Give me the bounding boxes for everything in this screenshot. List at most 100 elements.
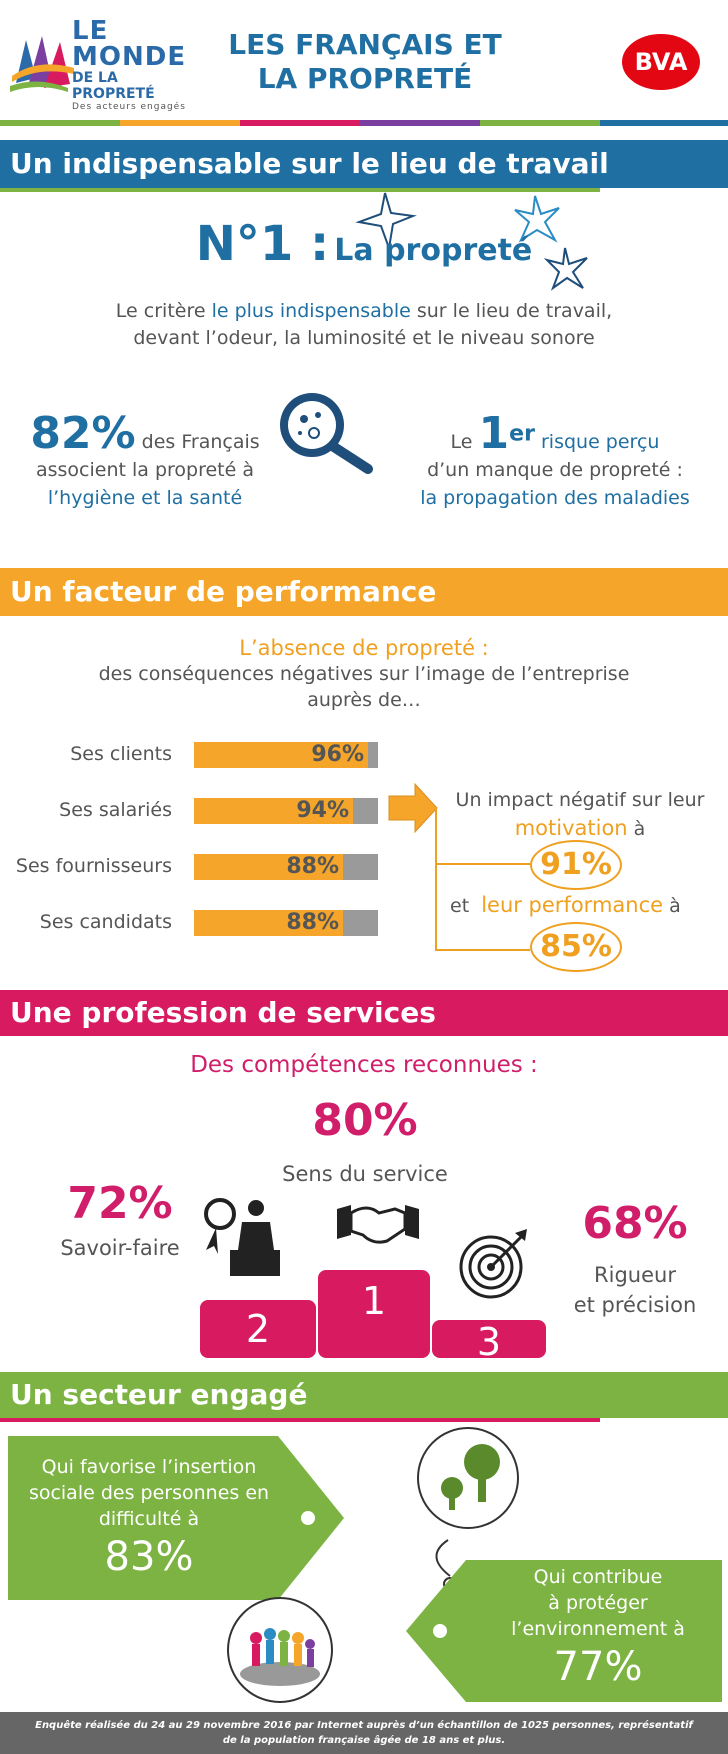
stripe-blue [600,120,728,126]
first-label: Sens du service [282,1162,448,1186]
bar-value-label: 94% [296,798,349,823]
impact-motivation: motivation [514,816,628,840]
bar-value-label: 88% [286,910,339,935]
stat-right: Le 1er risque perçu d’un manque de propr… [400,412,710,512]
speaker-podium-icon [204,1198,280,1276]
stripe-green-2 [480,120,600,126]
criterion-line2: devant l’odeur, la luminosité et le nive… [133,327,595,349]
no1-title: N°1 : La propreté [150,216,578,276]
trees-icon [417,1427,519,1529]
impact-a: à [627,818,646,840]
handshake-icon [337,1205,419,1244]
impact-a2: à [663,895,681,917]
criterion-highlight: le plus indispensable [211,300,411,322]
footer-line1: Enquête réalisée du 24 au 29 novembre 20… [35,1720,693,1731]
stat-left-value: 82% [30,408,136,459]
right-text3: l’environnement à [511,1618,685,1640]
bar-category-label: Ses fournisseurs [15,855,172,877]
footer: Enquête réalisée du 24 au 29 novembre 20… [0,1712,728,1754]
bva-logo: BVA [622,34,700,90]
left-text3: difficulté à [98,1508,200,1530]
bar [194,910,343,936]
impact-line1: Un impact négatif sur leur [455,789,705,811]
bar-category-label: Ses clients [70,743,172,765]
section2-heading: L’absence de propreté : des conséquences… [40,635,688,713]
section2-sub2: auprès de… [307,689,421,711]
stat-right-text2: d’un manque de propreté : [427,459,683,481]
logo-text: LE MONDE DE LA PROPRETÉ Des acteurs enga… [72,18,192,112]
left-value: 83% [104,1534,194,1580]
criterion-post: sur le lieu de travail, [410,300,613,322]
magnifier-microbes-icon [280,393,373,474]
second-label: Savoir-faire [60,1236,180,1260]
section2-sub1: des conséquences négatives sur l’image d… [98,663,630,685]
logo-line3: DE LA PROPRETÉ [72,70,155,102]
stripe-orange [120,120,240,126]
page-title: LES FRANÇAIS ET LA PROPRETÉ [200,28,530,96]
stat-right-text3: la propagation des maladies [420,487,690,509]
stat-right-value: 1 [478,408,510,459]
second-value: 72% [67,1178,173,1229]
bar [194,798,353,824]
stat-left: 82% des Français associent la propreté à… [20,412,270,512]
first-value: 80% [312,1095,418,1146]
bar [194,854,343,880]
stripe-pink [240,120,360,126]
podium-second: 2 [200,1300,316,1358]
no1-label: N°1 : [195,216,330,272]
bar-value-label: 96% [311,742,364,767]
third-value: 68% [582,1198,688,1249]
bar-category-label: Ses candidats [39,911,172,933]
stat-right-pre: Le [450,431,479,453]
right-text1: Qui contribue [533,1566,663,1588]
section2-band: Un facteur de performance [0,568,728,616]
stripe-green [0,120,120,126]
title-line1: LES FRANÇAIS ET [228,28,502,61]
right-tag-text: Qui contribue à protéger l’environnement… [474,1564,722,1692]
connector-lines [435,808,530,951]
left-tag-text: Qui favorise l’insertion sociale des per… [14,1454,284,1582]
footer-line2: de la population française âgée de 18 an… [222,1735,506,1746]
bar [194,742,368,768]
bar-value-label: 88% [286,854,339,879]
bar-category-label: Ses salariés [59,799,172,821]
performance-text: et leur performance à [450,893,720,917]
left-text1: Qui favorise l’insertion [41,1456,257,1478]
stat-left-text3: l’hygiène et la santé [47,487,243,509]
right-value: 77% [553,1644,643,1690]
right-text2: à protéger [548,1592,648,1614]
logo-line1: LE [72,16,109,46]
podium-first: 1 [318,1270,430,1358]
stat-left-text2: associent la propreté à [35,459,255,481]
stars-icon [355,192,588,291]
criterion-text: Le critère le plus indispensable sur le … [40,298,688,352]
section1-band: Un indispensable sur le lieu de travail [0,140,728,188]
section1-band-underline [0,188,600,192]
right-tag-shape [406,1560,722,1702]
no1-sub: La propreté [334,233,533,268]
motivation-value: 91% [530,840,622,890]
arrow-right-icon [388,782,438,834]
podium-third: 3 [432,1320,546,1364]
left-tag-shape [8,1436,344,1600]
logo-line2: MONDE [72,42,187,72]
logo-mark-icon [10,36,74,92]
section3-heading: Des compétences reconnues : [190,1052,538,1078]
third-label1: Rigueur [594,1263,676,1287]
impact-et: et [450,895,476,917]
impact-text: Un impact négatif sur leur motivation à [440,786,720,843]
stat-right-text1: risque perçu [534,431,660,453]
third-label2: et précision [573,1293,697,1317]
criterion-pre: Le critère [115,300,212,322]
target-icon [459,1229,527,1299]
section4-band: Un secteur engagé [0,1372,728,1418]
left-text2: sociale des personnes en [28,1482,270,1504]
people-crowd-icon [227,1597,333,1703]
impact-performance: leur performance [481,893,664,917]
section2-heading-title: L’absence de propreté : [239,636,489,660]
logo-tagline: Des acteurs engagés [72,102,186,112]
title-line2: LA PROPRETÉ [257,62,473,95]
stripe-purple [360,120,480,126]
stat-right-sup: er [509,421,535,447]
stat-left-text1: des Français [135,431,260,453]
